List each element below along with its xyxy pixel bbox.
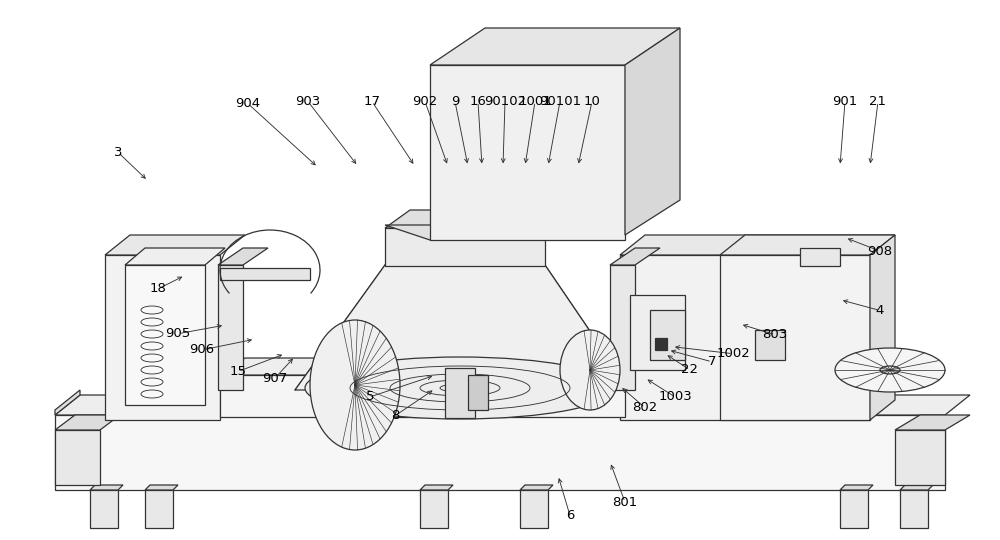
Bar	[900, 490, 928, 528]
Bar	[145, 490, 173, 528]
Polygon shape	[625, 28, 680, 235]
Polygon shape	[55, 390, 80, 415]
Text: 1001: 1001	[518, 95, 552, 108]
Bar	[895, 430, 945, 485]
Polygon shape	[220, 358, 650, 375]
Text: 6: 6	[566, 509, 574, 522]
Polygon shape	[620, 235, 895, 255]
Bar	[755, 330, 785, 360]
Bar	[650, 310, 685, 360]
Polygon shape	[870, 235, 895, 420]
Bar	[218, 265, 243, 390]
Text: 8: 8	[391, 409, 399, 422]
Bar	[840, 490, 868, 528]
Text: 801: 801	[612, 496, 638, 509]
Bar	[445, 368, 475, 418]
Bar	[55, 415, 945, 490]
Polygon shape	[105, 235, 245, 255]
Polygon shape	[420, 485, 453, 490]
Text: 803: 803	[762, 328, 788, 341]
Text: 903: 903	[295, 95, 321, 108]
Bar	[630, 295, 685, 370]
Polygon shape	[900, 485, 933, 490]
Polygon shape	[90, 485, 123, 490]
Polygon shape	[145, 485, 178, 490]
Bar	[125, 265, 205, 405]
Polygon shape	[720, 235, 895, 255]
Bar	[468, 375, 488, 410]
Bar	[610, 265, 635, 390]
Text: 21: 21	[870, 95, 887, 108]
Polygon shape	[218, 248, 268, 265]
Bar	[800, 248, 840, 266]
Text: 906: 906	[189, 343, 215, 356]
Polygon shape	[430, 28, 680, 65]
Ellipse shape	[310, 320, 400, 450]
Bar	[420, 490, 448, 528]
Ellipse shape	[560, 330, 620, 410]
Text: 10: 10	[584, 95, 600, 108]
Ellipse shape	[305, 357, 615, 419]
Text: 16: 16	[470, 95, 486, 108]
Bar	[385, 228, 545, 266]
Bar	[620, 255, 870, 420]
Text: 3: 3	[114, 146, 122, 159]
Polygon shape	[125, 248, 225, 265]
Bar	[105, 255, 220, 420]
Bar	[655, 338, 667, 350]
Polygon shape	[385, 210, 570, 228]
Text: 17: 17	[364, 95, 380, 108]
Text: 901: 901	[832, 95, 858, 108]
Polygon shape	[55, 395, 970, 415]
Text: 18: 18	[150, 282, 166, 295]
Polygon shape	[385, 225, 625, 240]
Text: 905: 905	[165, 327, 191, 340]
Bar	[90, 490, 118, 528]
Bar	[55, 430, 100, 485]
Text: 90102: 90102	[484, 95, 526, 108]
Polygon shape	[840, 485, 873, 490]
Text: 1002: 1002	[716, 347, 750, 360]
Polygon shape	[55, 415, 120, 430]
Polygon shape	[895, 415, 970, 430]
Text: 1003: 1003	[658, 390, 692, 403]
Text: 907: 907	[262, 372, 288, 384]
Text: 22: 22	[682, 363, 698, 376]
Text: 908: 908	[867, 245, 893, 258]
Ellipse shape	[835, 348, 945, 392]
Text: 5: 5	[366, 390, 374, 403]
Text: 802: 802	[632, 401, 658, 414]
Text: 4: 4	[876, 304, 884, 317]
Polygon shape	[610, 248, 660, 265]
Text: 7: 7	[708, 355, 716, 368]
Text: 902: 902	[412, 95, 438, 108]
Bar	[430, 65, 625, 240]
Text: 90101: 90101	[539, 95, 581, 108]
Polygon shape	[520, 485, 553, 490]
Text: 15: 15	[230, 365, 246, 378]
Polygon shape	[295, 265, 630, 390]
Bar	[220, 375, 625, 417]
Ellipse shape	[880, 366, 900, 374]
Text: 9: 9	[451, 95, 459, 108]
Bar	[520, 490, 548, 528]
Text: 904: 904	[235, 97, 261, 110]
Bar	[720, 255, 870, 420]
Polygon shape	[220, 268, 310, 280]
